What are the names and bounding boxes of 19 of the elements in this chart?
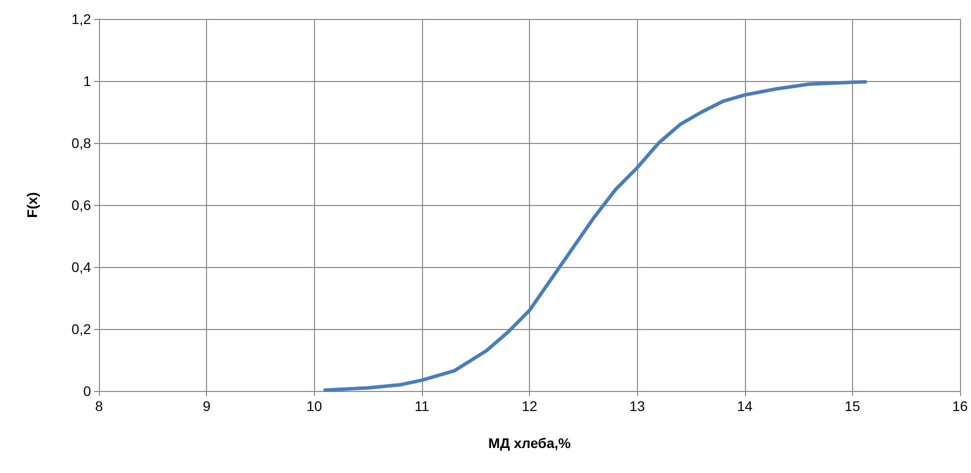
y-tick-label: 0,6 (72, 197, 92, 213)
y-axis-title: F(x) (24, 192, 40, 218)
y-tick-label: 0,8 (72, 135, 92, 151)
x-tick-label: 9 (202, 398, 211, 414)
y-tick-label: 0,4 (72, 259, 92, 275)
x-tick-label: 12 (522, 398, 538, 414)
x-tick-label: 16 (952, 398, 968, 414)
x-tick-label: 13 (629, 398, 646, 414)
y-tick-label: 1 (83, 73, 92, 89)
y-tick-label: 0 (83, 383, 92, 399)
x-tick-label: 8 (95, 398, 104, 414)
line-series (323, 80, 868, 392)
x-tick-label: 15 (844, 398, 860, 414)
x-tick-label: 10 (306, 398, 322, 414)
x-tick-label: 14 (736, 398, 753, 414)
x-axis-title: МД хлеба,% (488, 435, 572, 451)
y-tick-label: 0,2 (72, 321, 92, 337)
x-tick-label: 11 (414, 398, 430, 414)
y-tick-label: 1,2 (72, 11, 92, 27)
